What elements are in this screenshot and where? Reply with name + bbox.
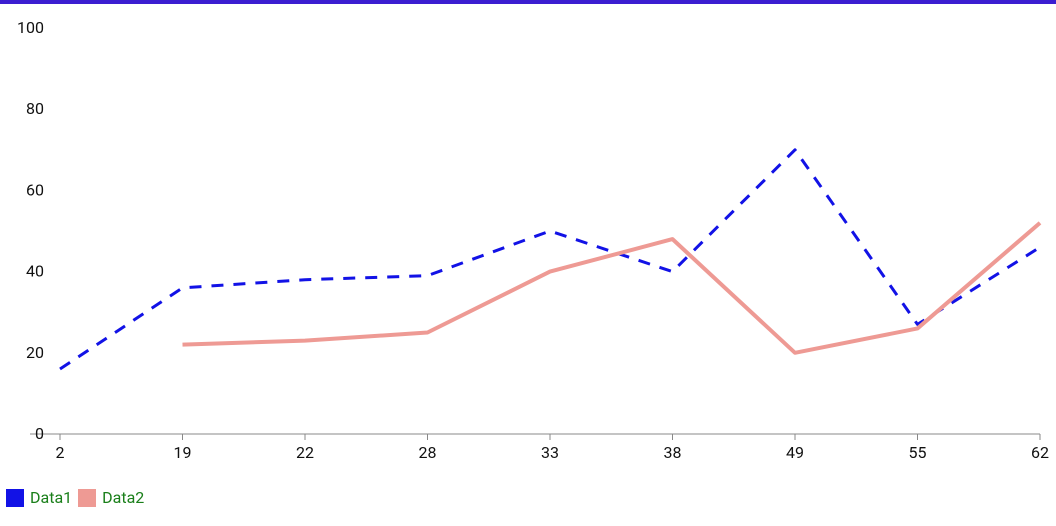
x-tick-label: 2 <box>56 443 65 462</box>
x-tick-label: 22 <box>296 443 314 462</box>
y-tick-label: 100 <box>17 18 44 37</box>
y-tick-label: 60 <box>26 180 44 199</box>
legend-label-data2: Data2 <box>102 488 144 507</box>
legend-swatch-data2 <box>78 489 96 507</box>
y-tick-label: 40 <box>26 262 44 281</box>
chart-svg: 0 20 40 60 80 100 2 19 22 28 33 38 49 55 62 <box>0 4 1056 526</box>
legend: Data1 Data2 <box>6 488 144 507</box>
legend-swatch-data1 <box>6 489 24 507</box>
x-tick-label: 33 <box>541 443 559 462</box>
x-tick-label: 62 <box>1031 443 1049 462</box>
x-tick-label: 49 <box>786 443 804 462</box>
x-tick-label: 55 <box>909 443 927 462</box>
y-tick-label: 0 <box>35 424 44 443</box>
x-tick-label: 28 <box>419 443 437 462</box>
x-tick-label: 19 <box>174 443 192 462</box>
x-tick-label: 38 <box>664 443 682 462</box>
y-tick-label: 20 <box>26 343 44 362</box>
line-chart: 0 20 40 60 80 100 2 19 22 28 33 38 49 55 62 <box>0 4 1056 526</box>
series-line-data2 <box>183 223 1041 353</box>
y-tick-label: 80 <box>26 99 44 118</box>
series-line-data1 <box>60 150 1040 369</box>
legend-label-data1: Data1 <box>30 488 72 507</box>
